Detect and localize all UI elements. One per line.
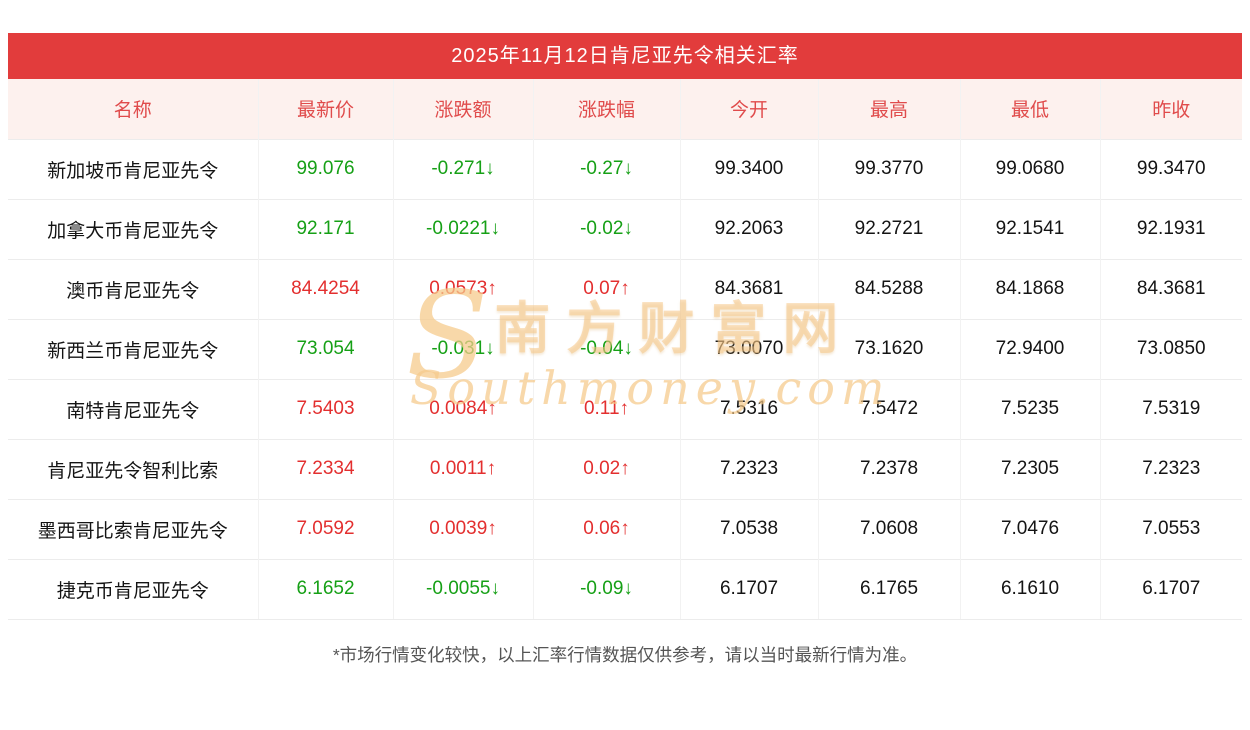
cell-prev-close: 7.0553 (1099, 498, 1242, 559)
cell-currency-pair-name: 澳币肯尼亚先令 (8, 258, 258, 319)
cell-high: 6.1765 (817, 558, 960, 620)
cell-high: 92.2721 (817, 198, 960, 259)
cell-change-percent: -0.09↓ (532, 558, 680, 620)
cell-prev-close: 7.5319 (1099, 378, 1242, 439)
cell-currency-pair-name: 肯尼亚先令智利比索 (8, 438, 258, 499)
cell-prev-close: 99.3470 (1099, 138, 1242, 199)
cell-currency-pair-name: 南特肯尼亚先令 (8, 378, 258, 439)
cell-low: 84.1868 (959, 258, 1100, 319)
cell-low: 92.1541 (959, 198, 1100, 259)
cell-currency-pair-name: 加拿大币肯尼亚先令 (8, 198, 258, 259)
cell-change-amount: 0.0084↑ (392, 378, 533, 439)
column-header-prev-close: 昨收 (1099, 79, 1242, 139)
cell-prev-close: 73.0850 (1099, 318, 1242, 379)
cell-today-open: 92.2063 (679, 198, 818, 259)
column-header-high: 最高 (817, 79, 960, 139)
cell-low: 7.0476 (959, 498, 1100, 559)
cell-high: 7.2378 (817, 438, 960, 499)
table-header-row: 名称 最新价 涨跌额 涨跌幅 今开 最高 最低 昨收 (8, 79, 1242, 139)
cell-latest-price: 92.171 (257, 198, 393, 259)
cell-high: 7.5472 (817, 378, 960, 439)
table-row: 新加坡币肯尼亚先令 99.076 -0.271↓ -0.27↓ 99.3400 99.37… (8, 138, 1242, 199)
cell-today-open: 7.2323 (679, 438, 818, 499)
table-row: 墨西哥比索肯尼亚先令 7.0592 0.0039↑ 0.06↑ 7.0538 7.0608… (8, 498, 1242, 559)
cell-change-percent: 0.02↑ (532, 438, 680, 499)
table-row: 肯尼亚先令智利比索 7.2334 0.0011↑ 0.02↑ 7.2323 7.2378 7… (8, 438, 1242, 499)
cell-low: 72.9400 (959, 318, 1100, 379)
table-row: 加拿大币肯尼亚先令 92.171 -0.0221↓ -0.02↓ 92.2063 92.2… (8, 198, 1242, 259)
cell-prev-close: 6.1707 (1099, 558, 1242, 620)
disclaimer-text: *市场行情变化较快，以上汇率行情数据仅供参考，请以当时最新行情为准。 (332, 644, 918, 665)
cell-high: 73.1620 (817, 318, 960, 379)
cell-low: 6.1610 (959, 558, 1100, 620)
rates-table: 名称 最新价 涨跌额 涨跌幅 今开 最高 最低 昨收 新加坡币肯尼亚先令 99.0… (8, 79, 1242, 620)
cell-today-open: 99.3400 (679, 138, 818, 199)
cell-prev-close: 84.3681 (1099, 258, 1242, 319)
cell-prev-close: 7.2323 (1099, 438, 1242, 499)
column-header-latest: 最新价 (257, 79, 393, 139)
cell-latest-price: 73.054 (257, 318, 393, 379)
cell-change-amount: -0.0221↓ (392, 198, 533, 259)
cell-low: 7.5235 (959, 378, 1100, 439)
cell-low: 99.0680 (959, 138, 1100, 199)
cell-change-amount: -0.031↓ (392, 318, 533, 379)
column-header-change-pct: 涨跌幅 (532, 79, 680, 139)
rates-table-container: 名称 最新价 涨跌额 涨跌幅 今开 最高 最低 昨收 新加坡币肯尼亚先令 99.0… (8, 79, 1242, 620)
table-row: 南特肯尼亚先令 7.5403 0.0084↑ 0.11↑ 7.5316 7.5472 7.5… (8, 378, 1242, 439)
table-row: 澳币肯尼亚先令 84.4254 0.0573↑ 0.07↑ 84.3681 84.5288… (8, 258, 1242, 319)
cell-latest-price: 84.4254 (257, 258, 393, 319)
cell-change-percent: -0.27↓ (532, 138, 680, 199)
cell-change-amount: 0.0011↑ (392, 438, 533, 499)
cell-latest-price: 7.2334 (257, 438, 393, 499)
cell-currency-pair-name: 捷克币肯尼亚先令 (8, 558, 258, 620)
rate-table-body: 新加坡币肯尼亚先令 99.076 -0.271↓ -0.27↓ 99.3400 99.37… (8, 138, 1242, 620)
cell-currency-pair-name: 墨西哥比索肯尼亚先令 (8, 498, 258, 559)
column-header-low: 最低 (959, 79, 1100, 139)
cell-change-percent: 0.11↑ (532, 378, 680, 439)
cell-today-open: 7.0538 (679, 498, 818, 559)
cell-change-percent: -0.04↓ (532, 318, 680, 379)
cell-currency-pair-name: 新加坡币肯尼亚先令 (8, 138, 258, 199)
table-row: 新西兰币肯尼亚先令 73.054 -0.031↓ -0.04↓ 73.0070 73.16… (8, 318, 1242, 379)
cell-low: 7.2305 (959, 438, 1100, 499)
cell-change-amount: -0.271↓ (392, 138, 533, 199)
cell-high: 7.0608 (817, 498, 960, 559)
cell-change-amount: 0.0039↑ (392, 498, 533, 559)
table-row: 捷克币肯尼亚先令 6.1652 -0.0055↓ -0.09↓ 6.1707 6.1765… (8, 558, 1242, 620)
cell-latest-price: 7.5403 (257, 378, 393, 439)
cell-latest-price: 6.1652 (257, 558, 393, 620)
cell-prev-close: 92.1931 (1099, 198, 1242, 259)
cell-high: 99.3770 (817, 138, 960, 199)
cell-today-open: 73.0070 (679, 318, 818, 379)
column-header-open: 今开 (679, 79, 818, 139)
cell-today-open: 6.1707 (679, 558, 818, 620)
cell-currency-pair-name: 新西兰币肯尼亚先令 (8, 318, 258, 379)
cell-today-open: 7.5316 (679, 378, 818, 439)
column-header-change: 涨跌额 (392, 79, 533, 139)
cell-change-percent: 0.06↑ (532, 498, 680, 559)
cell-change-amount: 0.0573↑ (392, 258, 533, 319)
cell-latest-price: 7.0592 (257, 498, 393, 559)
cell-high: 84.5288 (817, 258, 960, 319)
cell-latest-price: 99.076 (257, 138, 393, 199)
cell-change-percent: 0.07↑ (532, 258, 680, 319)
page-title: 2025年11月12日肯尼亚先令相关汇率 (8, 33, 1242, 79)
cell-today-open: 84.3681 (679, 258, 818, 319)
column-header-name: 名称 (8, 79, 258, 139)
cell-change-percent: -0.02↓ (532, 198, 680, 259)
cell-change-amount: -0.0055↓ (392, 558, 533, 620)
